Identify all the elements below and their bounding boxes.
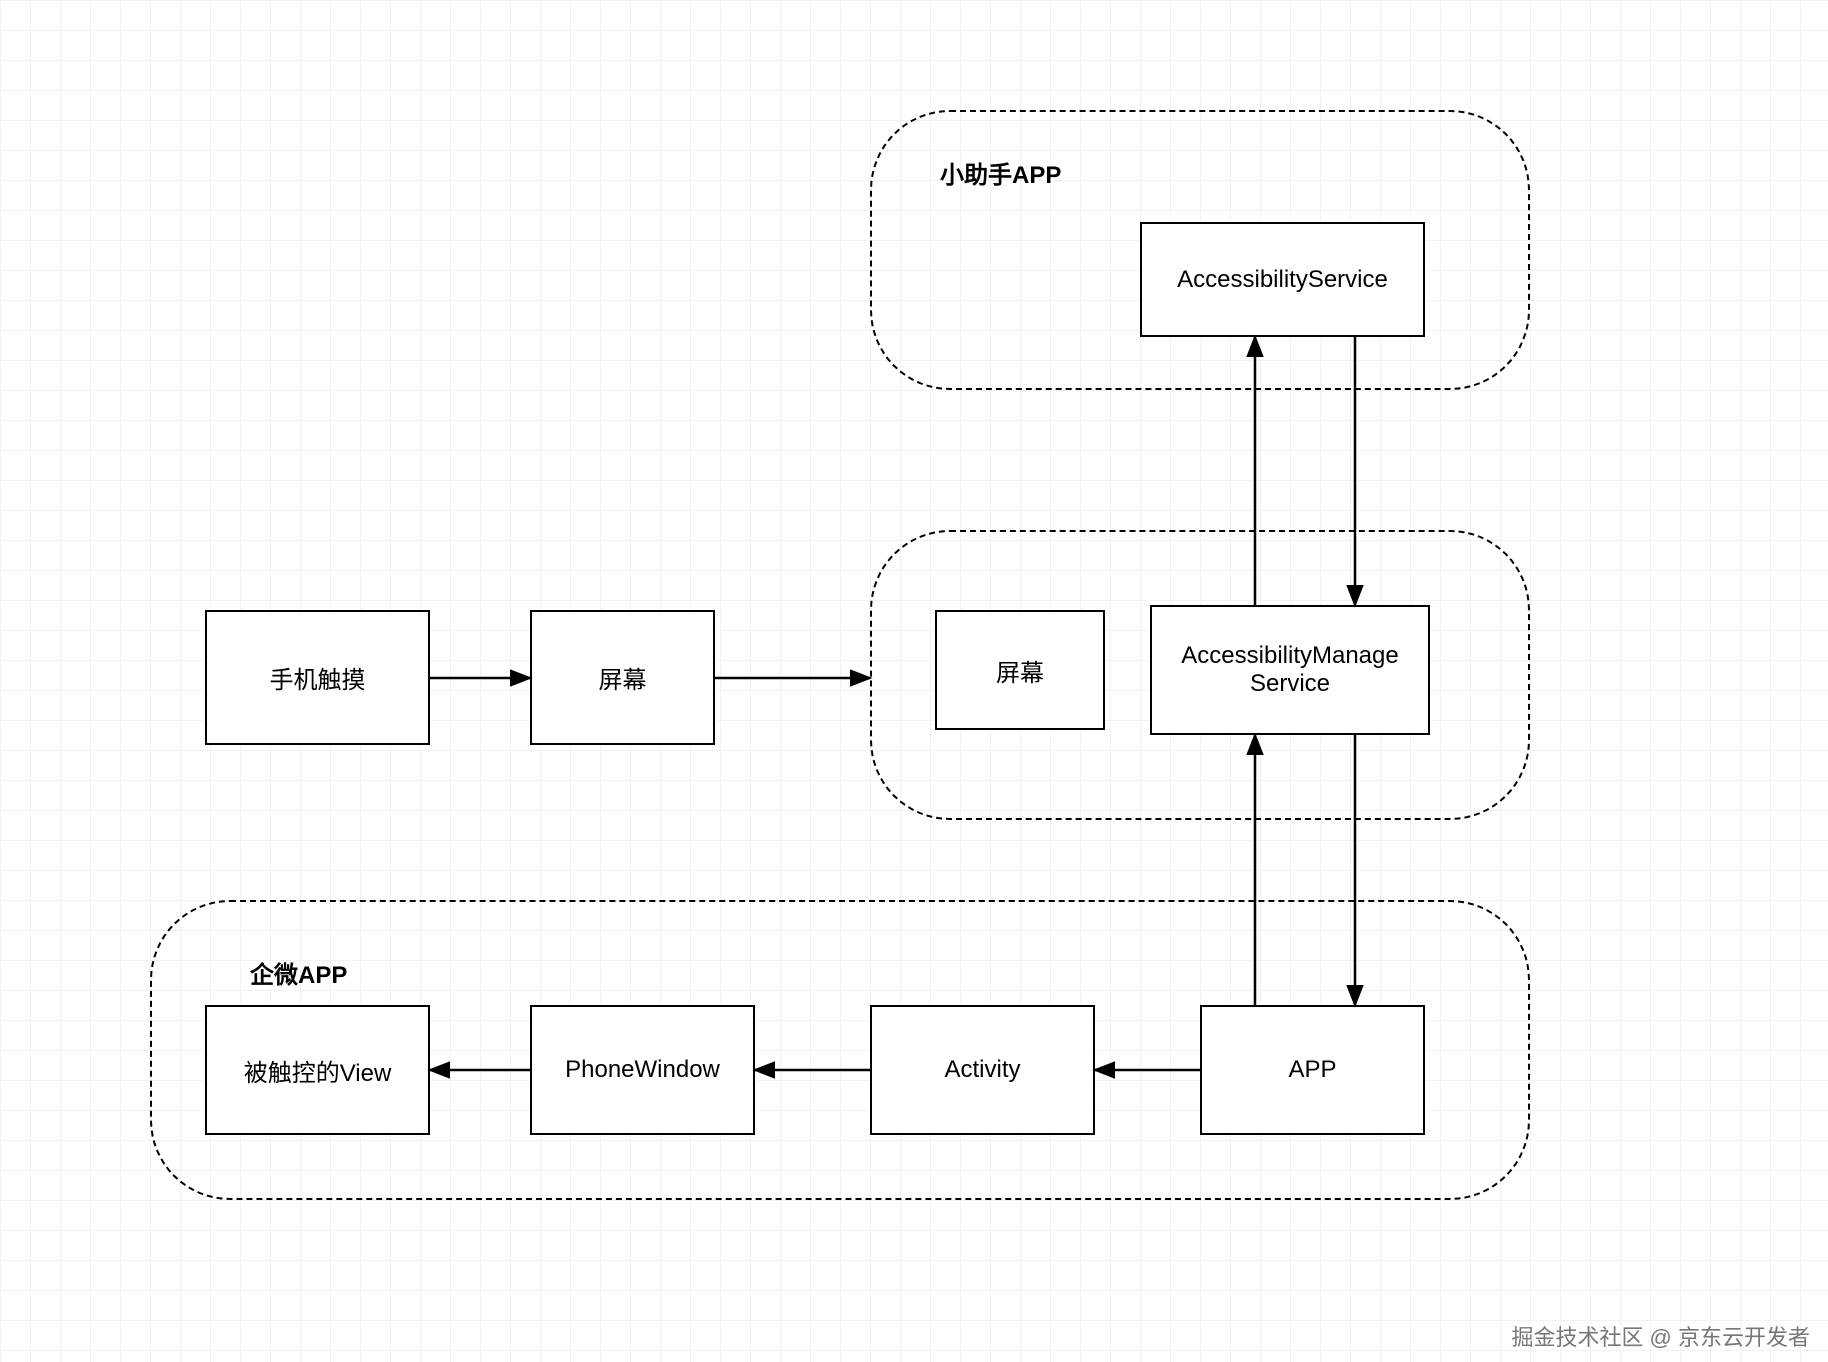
diagram-canvas: 小助手APP 企微APP 手机触摸 屏幕 AccessibilityServic… bbox=[0, 0, 1828, 1362]
node-label: AccessibilityManageService bbox=[1181, 642, 1398, 698]
node-label: Activity bbox=[944, 1056, 1020, 1084]
node-label: 屏幕 bbox=[996, 653, 1044, 688]
node-activity: Activity bbox=[870, 1005, 1095, 1135]
node-phone-touch: 手机触摸 bbox=[205, 610, 430, 745]
node-accessibility-manage-service: AccessibilityManageService bbox=[1150, 605, 1430, 735]
node-phone-window: PhoneWindow bbox=[530, 1005, 755, 1135]
node-screen-right: 屏幕 bbox=[935, 610, 1105, 730]
node-label: PhoneWindow bbox=[565, 1056, 720, 1084]
node-screen-left: 屏幕 bbox=[530, 610, 715, 745]
cluster-assistant-label: 小助手APP bbox=[940, 155, 1061, 190]
node-label: APP bbox=[1288, 1056, 1336, 1084]
node-touched-view: 被触控的View bbox=[205, 1005, 430, 1135]
node-label: 手机触摸 bbox=[270, 660, 366, 695]
node-label: AccessibilityService bbox=[1177, 266, 1388, 294]
node-app: APP bbox=[1200, 1005, 1425, 1135]
watermark-text: 掘金技术社区 @ 京东云开发者 bbox=[1511, 1320, 1810, 1352]
node-label: 屏幕 bbox=[599, 660, 647, 695]
node-label: 被触控的View bbox=[244, 1053, 392, 1088]
node-accessibility-service: AccessibilityService bbox=[1140, 222, 1425, 337]
cluster-wecom-label: 企微APP bbox=[250, 955, 347, 990]
